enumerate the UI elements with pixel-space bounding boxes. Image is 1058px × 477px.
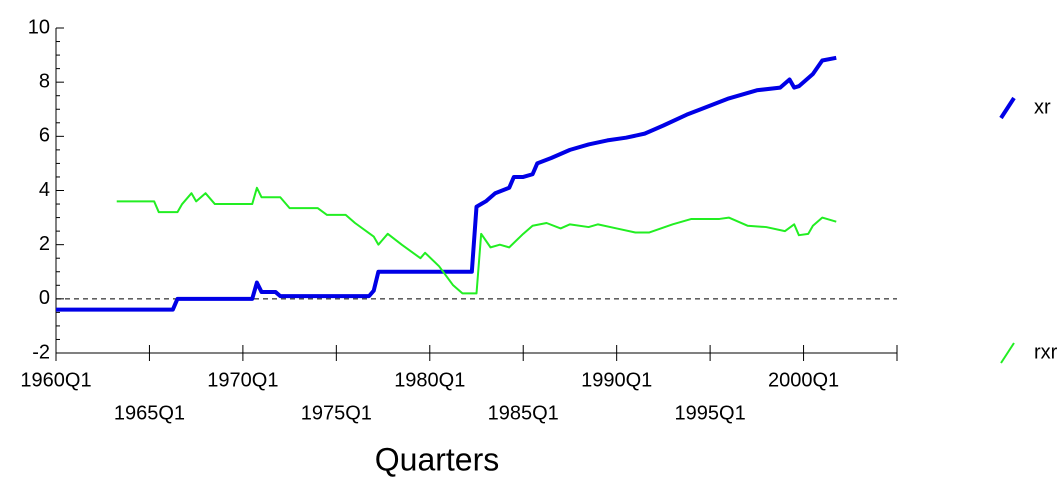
- x-tick-label: 2000Q1: [768, 369, 839, 391]
- y-tick-label: 10: [28, 16, 50, 38]
- x-tick-label: 1970Q1: [207, 369, 278, 391]
- x-tick-label: 1980Q1: [394, 369, 465, 391]
- x-tick-label: 1960Q1: [20, 369, 91, 391]
- x-tick-label: 1985Q1: [488, 402, 559, 424]
- series-line: [56, 55, 837, 312]
- legend-swatch: [999, 96, 1016, 120]
- series-line: [116, 186, 837, 295]
- x-tick-label: 1995Q1: [675, 402, 746, 424]
- legend-label: rxr: [1034, 341, 1058, 363]
- y-tick-label: 2: [39, 233, 50, 255]
- y-tick-label: -2: [32, 341, 50, 363]
- x-tick-label: 1975Q1: [301, 402, 372, 424]
- y-tick-label: 4: [39, 179, 50, 201]
- legend-swatch: [1000, 342, 1015, 364]
- legend-label: xr: [1034, 96, 1051, 118]
- y-tick-label: 8: [39, 70, 50, 92]
- x-tick-label: 1990Q1: [581, 369, 652, 391]
- y-tick-label: 6: [39, 125, 50, 147]
- x-axis-label: Quarters: [375, 441, 499, 477]
- x-tick-label: 1965Q1: [114, 402, 185, 424]
- y-tick-label: 0: [39, 287, 50, 309]
